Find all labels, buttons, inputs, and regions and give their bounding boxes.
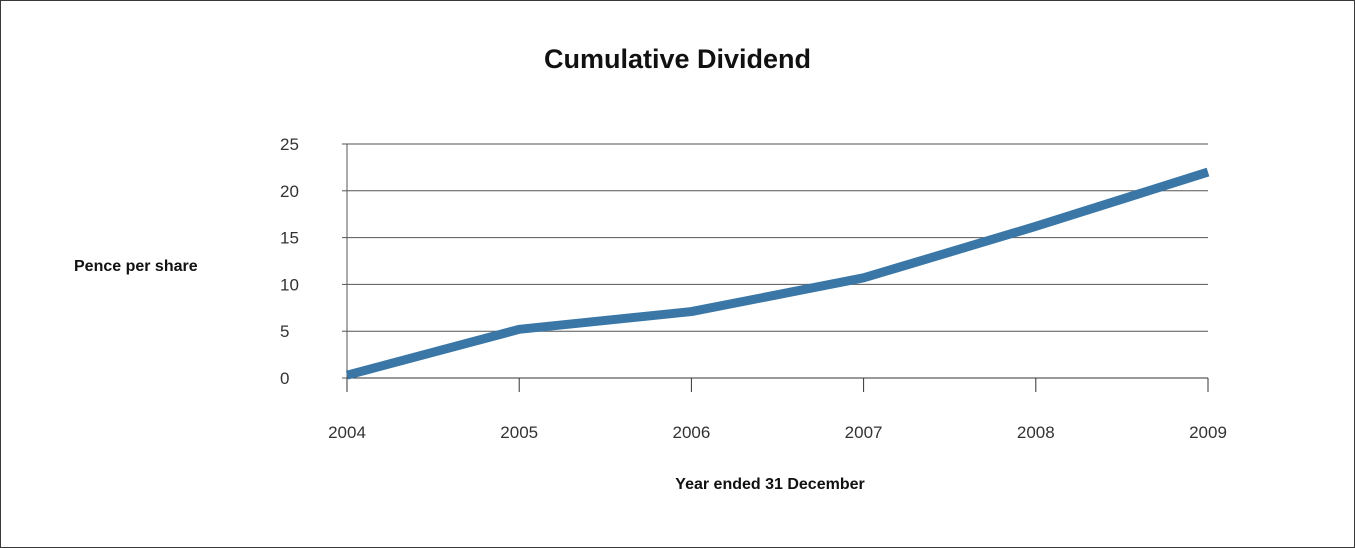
y-tick-label: 5 [280,322,289,341]
gridlines [342,143,1208,379]
y-tick-label: 0 [280,369,289,388]
y-tick-labels: 0 5 10 15 20 25 [280,135,299,388]
y-tick-label: 10 [280,275,299,294]
x-tick-label: 2004 [328,423,366,442]
y-tick-label: 20 [280,182,299,201]
x-tick-label: 2008 [1017,423,1055,442]
x-tick-label: 2007 [845,423,883,442]
x-axis-label: Year ended 31 December [675,476,865,493]
x-tick-label: 2005 [500,423,538,442]
x-tick-label: 2009 [1189,423,1227,442]
series-layer [345,167,1210,380]
x-tick-label: 2006 [672,423,710,442]
y-tick-label: 15 [280,229,299,248]
x-tick-labels: 2004 2005 2006 2007 2008 2009 [328,423,1227,442]
chart-title: Cumulative Dividend [543,44,812,74]
x-axis [346,377,1209,392]
y-axis-label: Pence per share [74,258,198,275]
y-tick-label: 25 [280,135,299,154]
series-line [345,167,1210,380]
